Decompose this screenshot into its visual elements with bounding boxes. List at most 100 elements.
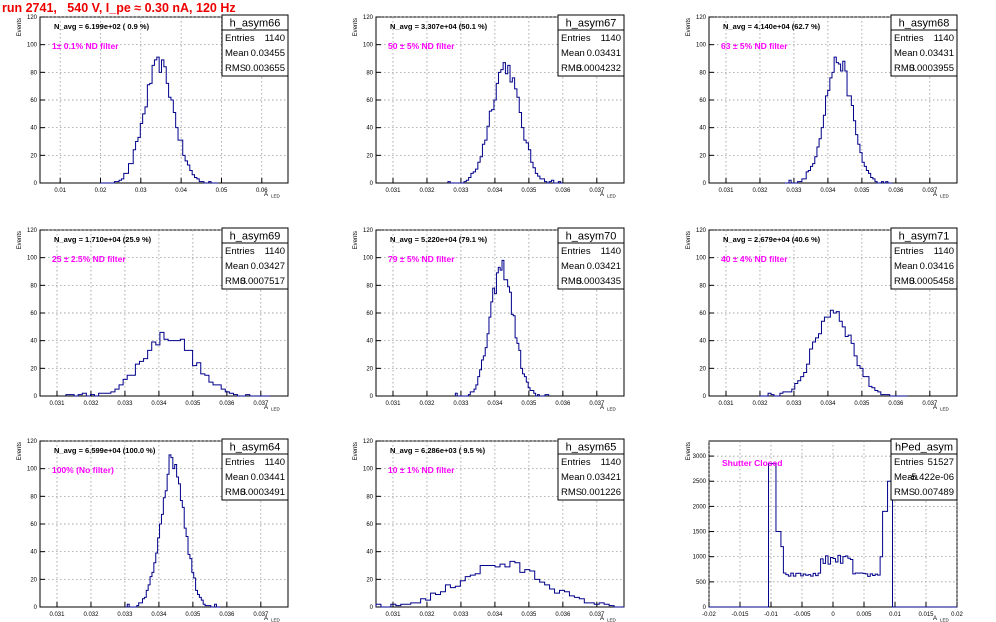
stats-value: 1140 [934, 246, 954, 257]
x-tick-label: 0.036 [219, 612, 235, 618]
y-tick-label: 0 [34, 181, 38, 187]
x-tick-label: 0.034 [487, 401, 503, 407]
stats-value: 0.03431 [920, 48, 954, 59]
histogram-name: h_asym67 [566, 18, 617, 30]
y-tick-label: 120 [696, 15, 707, 21]
y-tick-label: 2000 [693, 504, 707, 510]
y-tick-label: 120 [696, 228, 707, 234]
stats-value: 1140 [265, 246, 285, 257]
y-tick-label: 80 [699, 70, 706, 76]
x-axis-title: A LED [933, 616, 950, 622]
stats-value: 0.007489 [914, 487, 954, 498]
x-tick-label: 0.034 [151, 612, 167, 618]
filter-annotation: 40 ± 4% ND filter [721, 254, 788, 264]
stats-label: Entries [894, 457, 924, 468]
y-tick-label: 0 [703, 394, 707, 400]
y-tick-label: 80 [30, 283, 37, 289]
y-tick-label: 80 [366, 283, 373, 289]
y-tick-label: 100 [363, 467, 374, 473]
x-tick-label: 0.036 [555, 612, 571, 618]
x-tick-label: 0.033 [786, 401, 802, 407]
stats-label: Entries [894, 246, 924, 257]
navg-label: N_avg = 6.199e+02 ( 0.9 %) [54, 22, 150, 31]
y-tick-label: 80 [366, 494, 373, 500]
stats-value: 1140 [601, 246, 621, 257]
y-tick-label: 120 [27, 15, 38, 21]
histogram-line [454, 259, 550, 397]
x-tick-label: 0.036 [555, 401, 571, 407]
histogram-panel-h_asym65: 0.031 0.032 0.033 0.034 0.035 0.036 0.037 0 20 40… [353, 438, 625, 622]
filter-annotation: 79 ± 5% ND filter [388, 254, 455, 264]
x-tick-label: 0.03 [135, 188, 147, 194]
stats-label: Mean [561, 261, 585, 272]
x-tick-label: 0.037 [922, 401, 938, 407]
x-tick-label: 0.033 [786, 188, 802, 194]
y-tick-label: 40 [366, 550, 373, 556]
stats-label: Mean [225, 472, 249, 483]
stats-value: 1140 [265, 33, 285, 44]
y-tick-label: 0 [34, 394, 38, 400]
histogram-line [375, 560, 624, 608]
figure-title: run 2741, 540 V, I_pe ≈ 0.30 nA, 120 Hz [2, 1, 236, 15]
filter-annotation: Shutter Closed [722, 458, 782, 468]
x-tick-label: 0.035 [521, 612, 537, 618]
x-tick-label: 0.034 [820, 401, 836, 407]
y-tick-label: 0 [703, 605, 707, 611]
histogram-panel-h_asym70: 0.031 0.032 0.033 0.034 0.035 0.036 0.037 0 20 40… [353, 227, 625, 412]
histogram-name: h_asym71 [899, 231, 950, 243]
y-tick-label: 100 [27, 256, 38, 262]
x-tick-label: 0.036 [888, 188, 904, 194]
x-tick-label: 0.015 [918, 612, 934, 618]
x-tick-label: 0.01 [54, 188, 66, 194]
y-tick-label: 0 [370, 394, 374, 400]
stats-label: RMS [894, 487, 915, 498]
stats-box [557, 453, 625, 501]
histogram-name: h_asym65 [566, 442, 617, 454]
stats-label: Entries [894, 33, 924, 44]
x-tick-label: 0.035 [185, 401, 201, 407]
y-tick-label: 120 [27, 439, 38, 445]
x-tick-label: 0.037 [589, 612, 605, 618]
histogram-name: h_asym70 [566, 231, 617, 243]
y-tick-label: 20 [30, 366, 37, 372]
histogram-panel-h_asym64: 0.031 0.032 0.033 0.034 0.035 0.036 0.037 0 20 40… [17, 438, 289, 622]
x-tick-label: 0 [831, 612, 835, 618]
y-tick-label: 0 [34, 605, 38, 611]
y-tick-label: 40 [30, 339, 37, 345]
stats-label: Mean [561, 472, 585, 483]
filter-annotation: 50 ± 5% ND filter [388, 41, 455, 51]
stats-label: Mean [225, 48, 249, 59]
x-tick-label: 0.033 [117, 401, 133, 407]
stats-value: 0.0004232 [576, 63, 621, 74]
stats-box [890, 453, 958, 501]
stats-value: 0.03421 [587, 472, 621, 483]
x-tick-label: 0.036 [888, 401, 904, 407]
y-tick-label: 40 [366, 339, 373, 345]
y-tick-label: 20 [30, 577, 37, 583]
x-tick-label: 0.033 [453, 188, 469, 194]
y-tick-label: 100 [363, 256, 374, 262]
histogram-line [784, 56, 893, 184]
stats-box [557, 29, 625, 77]
histogram-panel-h_asym69: 0.031 0.032 0.033 0.034 0.035 0.036 0.037 0 20 40… [17, 227, 289, 412]
stats-value: 51527 [928, 457, 954, 468]
stats-value: 1140 [934, 33, 954, 44]
x-tick-label: 0.031 [718, 188, 734, 194]
filter-annotation: 63 ± 5% ND filter [721, 41, 788, 51]
y-tick-label: 40 [30, 126, 37, 132]
y-tick-label: 120 [363, 228, 374, 234]
x-tick-label: 0.02 [95, 188, 107, 194]
navg-label: N_avg = 2.679e+04 (40.6 %) [723, 235, 821, 244]
y-tick-label: 500 [696, 580, 707, 586]
navg-label: N_avg = 1.710e+04 (25.9 %) [54, 235, 152, 244]
x-tick-label: 0.031 [385, 188, 401, 194]
y-tick-label: 2500 [693, 479, 707, 485]
y-tick-label: 3000 [693, 454, 707, 460]
y-tick-label: 40 [699, 339, 706, 345]
x-tick-label: 0.031 [718, 401, 734, 407]
stats-value: 0.0003955 [909, 63, 954, 74]
stats-value: 1140 [601, 33, 621, 44]
y-tick-label: 120 [363, 439, 374, 445]
x-tick-label: 0.031 [385, 612, 401, 618]
